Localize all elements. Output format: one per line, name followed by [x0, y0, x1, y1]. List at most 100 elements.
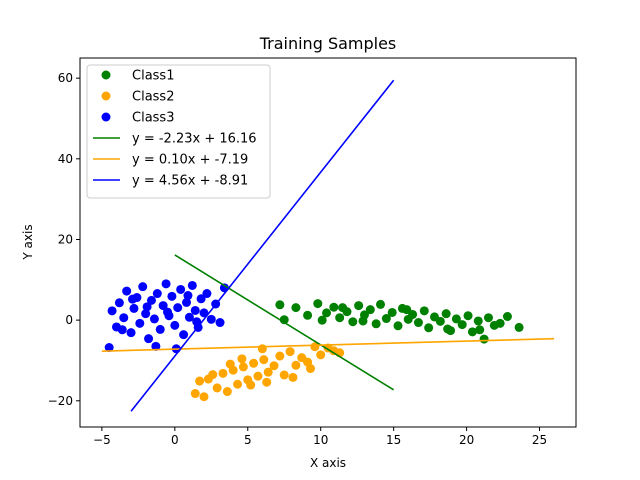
data-point: [117, 325, 127, 335]
data-point: [192, 317, 202, 327]
data-point: [119, 313, 129, 323]
data-point: [263, 367, 273, 377]
data-point: [167, 291, 177, 301]
data-point: [173, 303, 183, 313]
x-tick-label: 0: [171, 433, 179, 447]
legend: Class1 Class2 Class3 y = -2.23x + 16.16 y = …: [86, 64, 271, 199]
data-point: [249, 358, 259, 368]
legend-label: Class3: [132, 111, 174, 126]
data-point: [190, 305, 200, 315]
data-point: [291, 303, 301, 313]
data-point: [313, 299, 323, 309]
data-point: [335, 313, 345, 323]
x-tick-label: 5: [244, 433, 252, 447]
data-point: [176, 284, 186, 294]
legend-label: y = -2.23x + 16.16: [132, 132, 257, 147]
data-point: [195, 376, 205, 386]
legend-label: Class1: [132, 69, 174, 84]
data-point: [502, 312, 512, 322]
data-point: [365, 305, 375, 315]
x-tick-label: 25: [532, 433, 547, 447]
data-point: [129, 303, 139, 313]
data-point: [151, 341, 161, 351]
legend-box: [86, 64, 271, 199]
data-point: [190, 389, 200, 399]
data-point: [443, 324, 453, 334]
data-point: [269, 361, 279, 371]
data-point: [253, 371, 263, 381]
data-point: [348, 317, 358, 327]
data-point: [152, 289, 162, 299]
data-point: [279, 370, 289, 380]
data-point: [155, 324, 165, 334]
data-point: [218, 368, 228, 378]
data-point: [358, 316, 368, 326]
legend-marker: [101, 70, 111, 80]
data-point: [317, 315, 327, 325]
data-point: [322, 308, 332, 318]
data-point: [158, 301, 168, 311]
legend-label: y = 4.56x + -8.91: [132, 174, 248, 189]
data-point: [208, 370, 218, 380]
data-point: [184, 312, 194, 322]
data-point: [495, 318, 505, 328]
plot-area: [101, 79, 555, 412]
legend-label: Class2: [132, 90, 174, 105]
chart-title: Training Samples: [259, 34, 397, 53]
data-point: [441, 309, 451, 319]
data-point: [435, 316, 445, 326]
data-point: [288, 372, 298, 382]
data-point: [329, 302, 339, 312]
data-point: [275, 351, 285, 361]
data-point: [338, 303, 348, 313]
data-point: [104, 343, 114, 353]
x-axis-label: X axis: [310, 456, 346, 470]
data-point: [514, 322, 524, 332]
data-point: [316, 350, 326, 360]
data-point: [303, 310, 313, 320]
data-point: [196, 294, 206, 304]
data-point: [463, 311, 473, 321]
data-point: [126, 328, 136, 338]
data-point: [483, 313, 493, 323]
data-point: [233, 379, 243, 389]
data-point: [402, 305, 412, 315]
data-point: [354, 301, 364, 311]
data-point: [424, 323, 434, 333]
legend-label: y = 0.10x + -7.19: [132, 153, 248, 168]
data-point: [259, 355, 269, 365]
data-point: [387, 307, 397, 317]
legend-marker: [101, 91, 111, 101]
scatter-series-class3: [104, 279, 229, 354]
data-point: [181, 297, 191, 307]
data-point: [479, 334, 489, 344]
data-point: [381, 314, 391, 324]
data-point: [135, 318, 145, 328]
data-point: [187, 280, 197, 290]
data-point: [371, 319, 381, 329]
x-tick-label: 20: [459, 433, 474, 447]
data-point: [170, 320, 180, 330]
data-point: [376, 299, 386, 309]
data-point: [212, 383, 222, 393]
data-point: [393, 321, 403, 331]
data-point: [225, 359, 235, 369]
data-point: [275, 300, 285, 310]
x-tick-label: 10: [313, 433, 328, 447]
data-point: [199, 308, 209, 318]
axis-ticks: −5 0 5 10 15 20 25 −20 0 20 40 60: [48, 71, 547, 447]
data-point: [138, 282, 148, 292]
data-point: [146, 295, 156, 305]
data-point: [457, 320, 467, 330]
scatter-series-class1: [275, 299, 524, 344]
data-point: [473, 316, 483, 326]
data-point: [179, 330, 189, 340]
fit-line-2: [101, 337, 555, 352]
data-point: [149, 314, 159, 324]
data-point: [467, 327, 477, 337]
data-point: [475, 325, 485, 335]
x-tick-label: −5: [93, 433, 111, 447]
y-tick-label: 40: [58, 152, 73, 166]
data-point: [419, 306, 429, 316]
data-point: [238, 362, 248, 372]
